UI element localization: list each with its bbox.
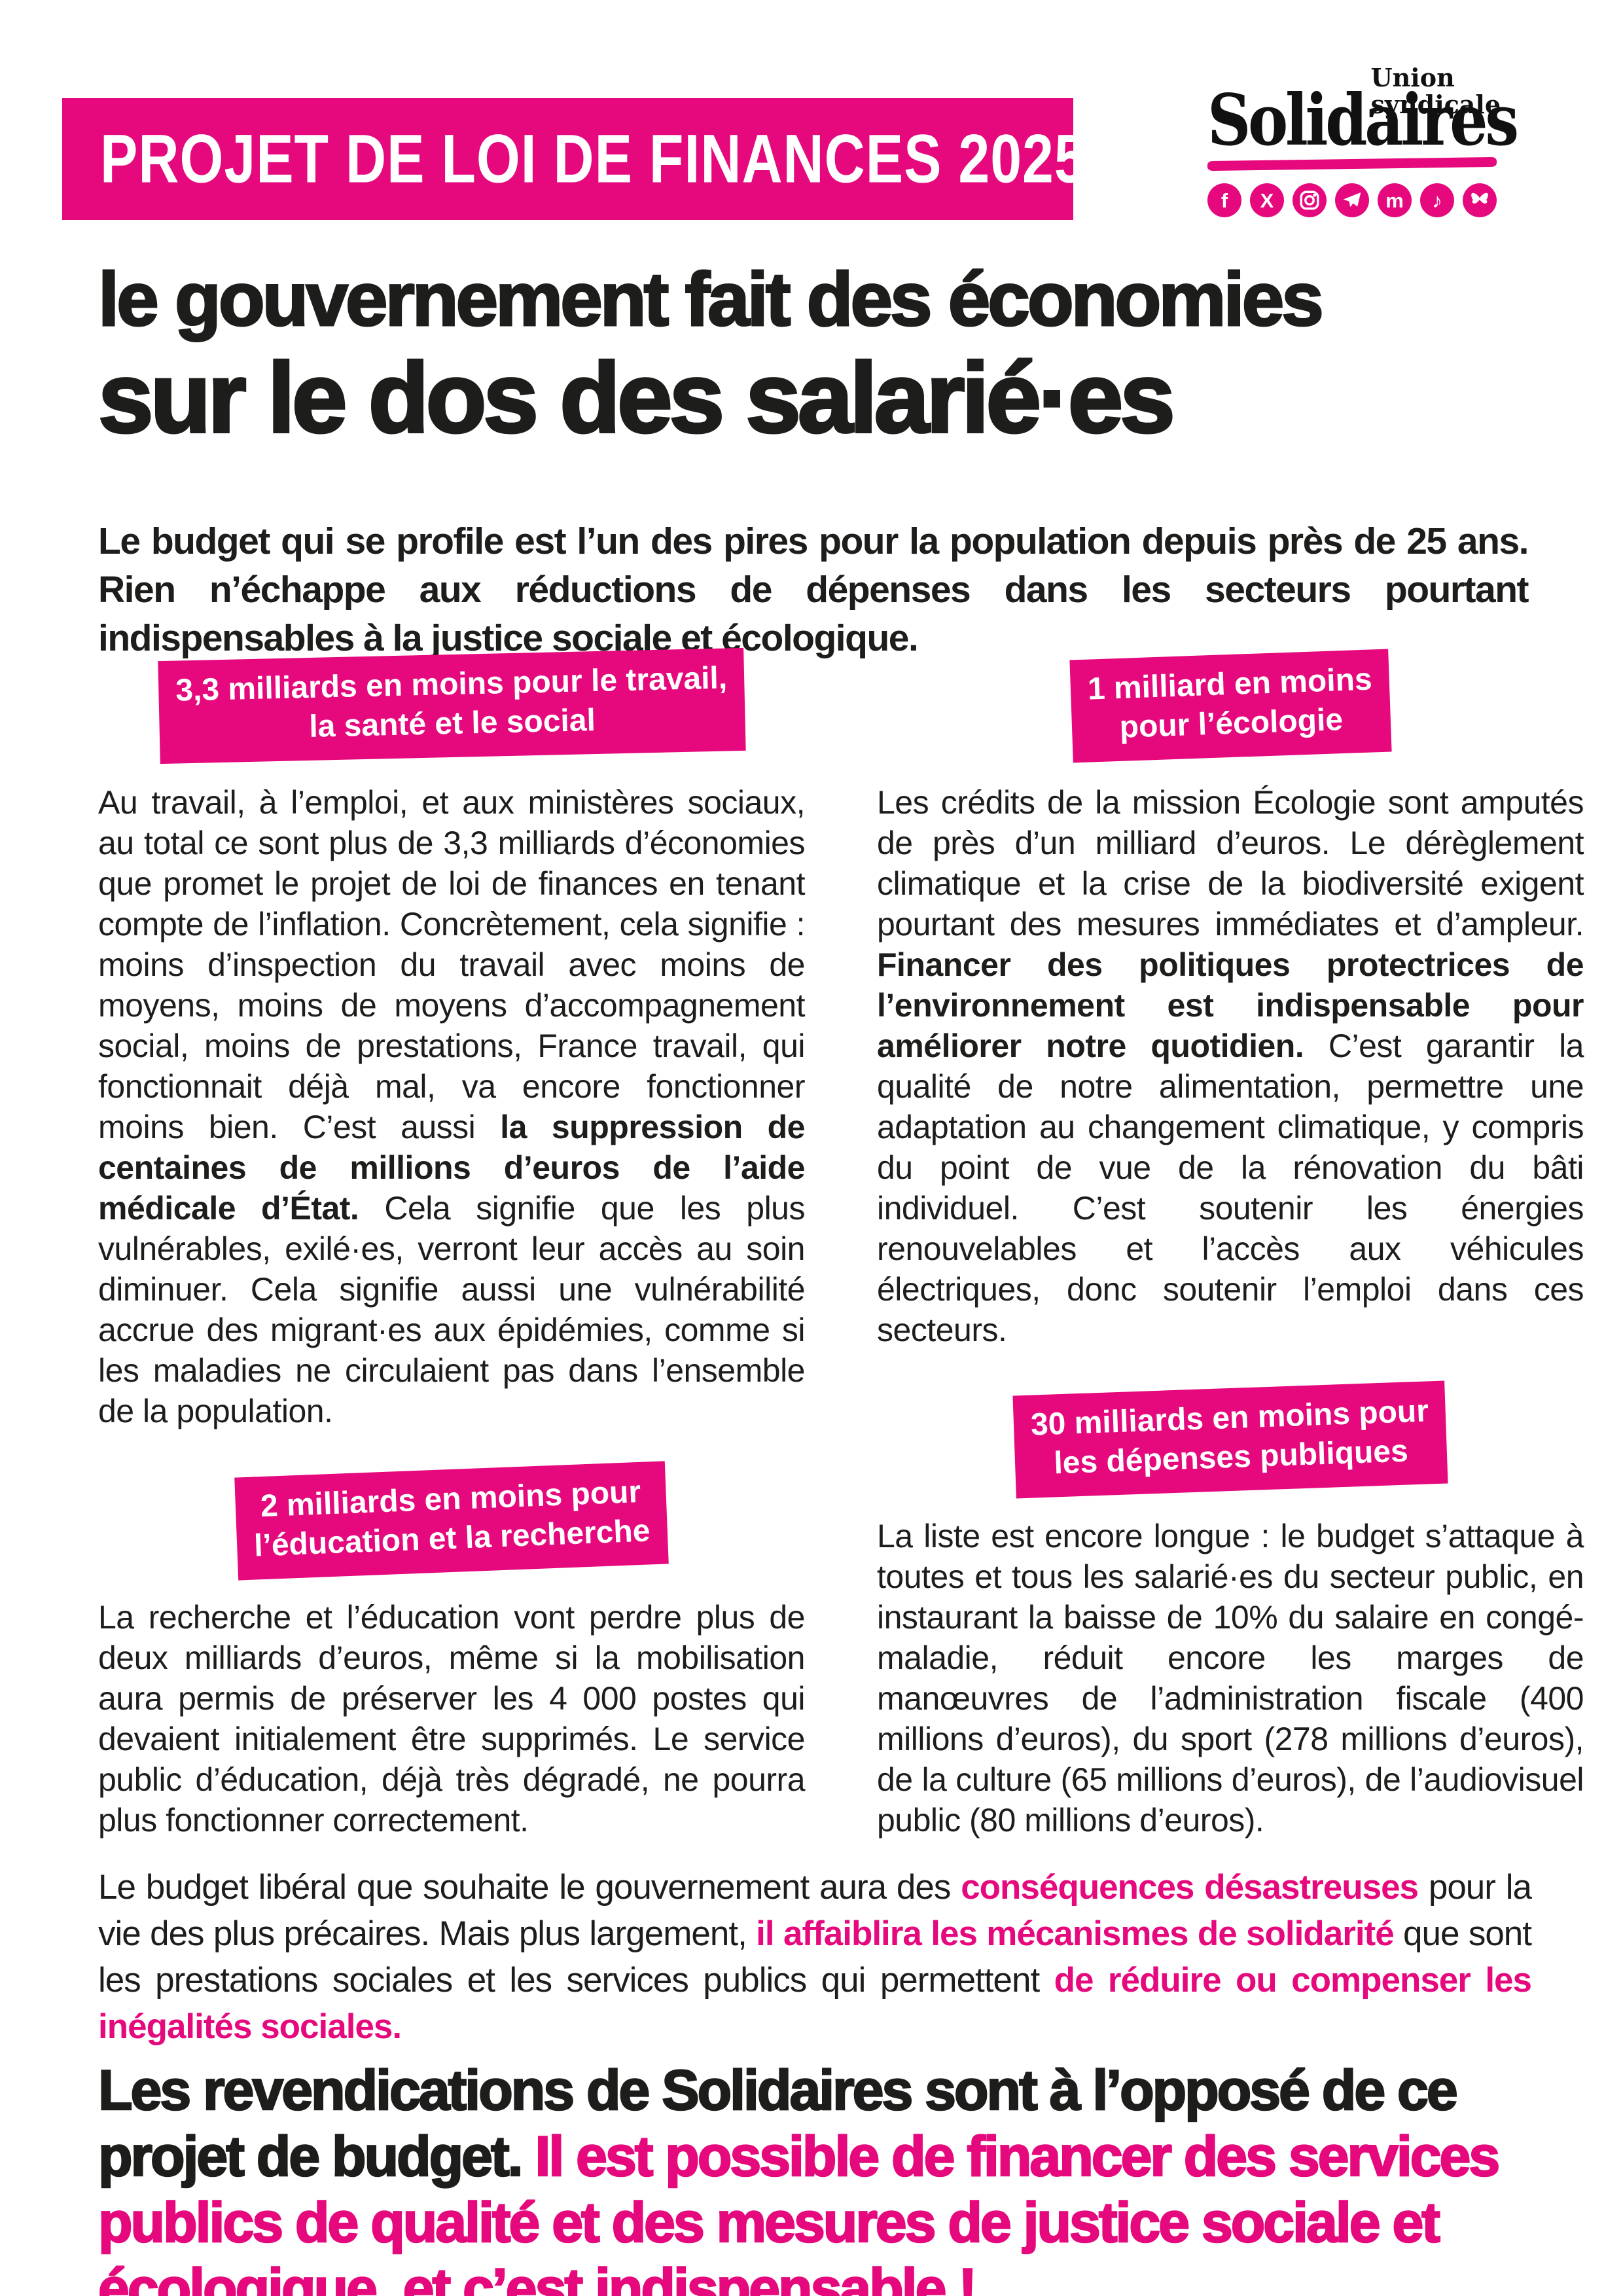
telegram-icon — [1335, 183, 1369, 218]
union-line: Union — [1370, 63, 1455, 92]
text-run: Les revendications de Solidaires sont à … — [98, 2058, 1459, 2189]
text-run-bold: Financer des politiques protectrices de … — [877, 946, 1584, 1065]
columns: 3,3 milliards en moins pour le travail, … — [98, 647, 1584, 1840]
text-run-highlight: conséquences désastreuses — [961, 1868, 1419, 1907]
text-run-highlight: il affaiblira les mécanismes de solidari… — [756, 1914, 1394, 1953]
banner-depenses-publiques: 30 milliards en moins pour les dépenses … — [1012, 1380, 1448, 1499]
x-twitter-icon: X — [1250, 183, 1284, 218]
butterfly-icon — [1463, 183, 1497, 218]
banner-ecologie: 1 milliard en moins pour l’écologie — [1069, 649, 1391, 763]
main-headline: le gouvernement fait des économies sur l… — [97, 257, 1544, 454]
text-run-highlight: de réduire ou compenser les inégalités s… — [98, 1961, 1532, 2046]
union-syndicale-label: Union syndicale — [1371, 64, 1501, 118]
paragraph-education: La recherche et l’éducation vont perdre … — [98, 1599, 806, 1839]
syndicale-line: syndicale — [1370, 90, 1501, 120]
tiktok-icon: ♪ — [1420, 183, 1454, 218]
text-run: Le budget libéral que souhaite le gouver… — [98, 1868, 961, 1907]
text-run: pour la vie des plus précaires. Mais plu… — [98, 1868, 1532, 1953]
intro-paragraph: Le budget qui se profile est l’un des pi… — [98, 520, 1529, 659]
instagram-icon — [1293, 183, 1327, 218]
text-run-bold: la suppression de centaines de millions … — [98, 1109, 806, 1227]
text-run: Les crédits de la mission Écologie sont … — [877, 784, 1584, 943]
headline-line1: le gouvernement fait des économies — [98, 257, 1325, 342]
text-run: que sont les prestations sociales et les… — [98, 1914, 1532, 2000]
social-icons-row: f X m ♪ — [1207, 183, 1497, 218]
paragraph-ecologie: Les crédits de la mission Écologie sont … — [877, 782, 1584, 1350]
paragraph-depenses: La liste est encore longue : le budget s… — [877, 1518, 1584, 1839]
mastodon-icon: m — [1378, 183, 1412, 218]
facebook-icon: f — [1207, 183, 1241, 218]
text-run: C’est garantir la qualité de notre alime… — [877, 1028, 1584, 1349]
text-run: Cela signifie que les plus vulnérables, … — [98, 1190, 806, 1430]
banner-travail-sante-social: 3,3 milliards en moins pour le travail, … — [157, 647, 746, 764]
header-banner-text: PROJET DE LOI DE FINANCES 2025 — [100, 120, 1086, 197]
conclusion-heading: Les revendications de Solidaires sont à … — [98, 2058, 1548, 2296]
right-column: 1 milliard en moins pour l’écologie Les … — [877, 647, 1584, 1840]
header-banner: PROJET DE LOI DE FINANCES 2025 — [62, 98, 1086, 220]
solidaires-wordmark: Solidaires — [1207, 79, 1519, 162]
left-column: 3,3 milliards en moins pour le travail, … — [98, 647, 806, 1840]
text-run: Au travail, à l’emploi, et aux ministère… — [98, 784, 806, 1146]
outro-paragraph: Le budget libéral que souhaite le gouver… — [98, 1864, 1532, 2050]
text-run-pink: Il est possible de financer des services… — [98, 2125, 1501, 2296]
solidaires-logo: Union syndicale Solidaires f X m ♪ — [1207, 52, 1519, 218]
paragraph-travail: Au travail, à l’emploi, et aux ministère… — [98, 782, 806, 1431]
headline-line2: sur le dos des salarié·es — [97, 342, 1177, 454]
banner-education-recherche: 2 milliards en moins pour l’éducation et… — [234, 1461, 669, 1581]
